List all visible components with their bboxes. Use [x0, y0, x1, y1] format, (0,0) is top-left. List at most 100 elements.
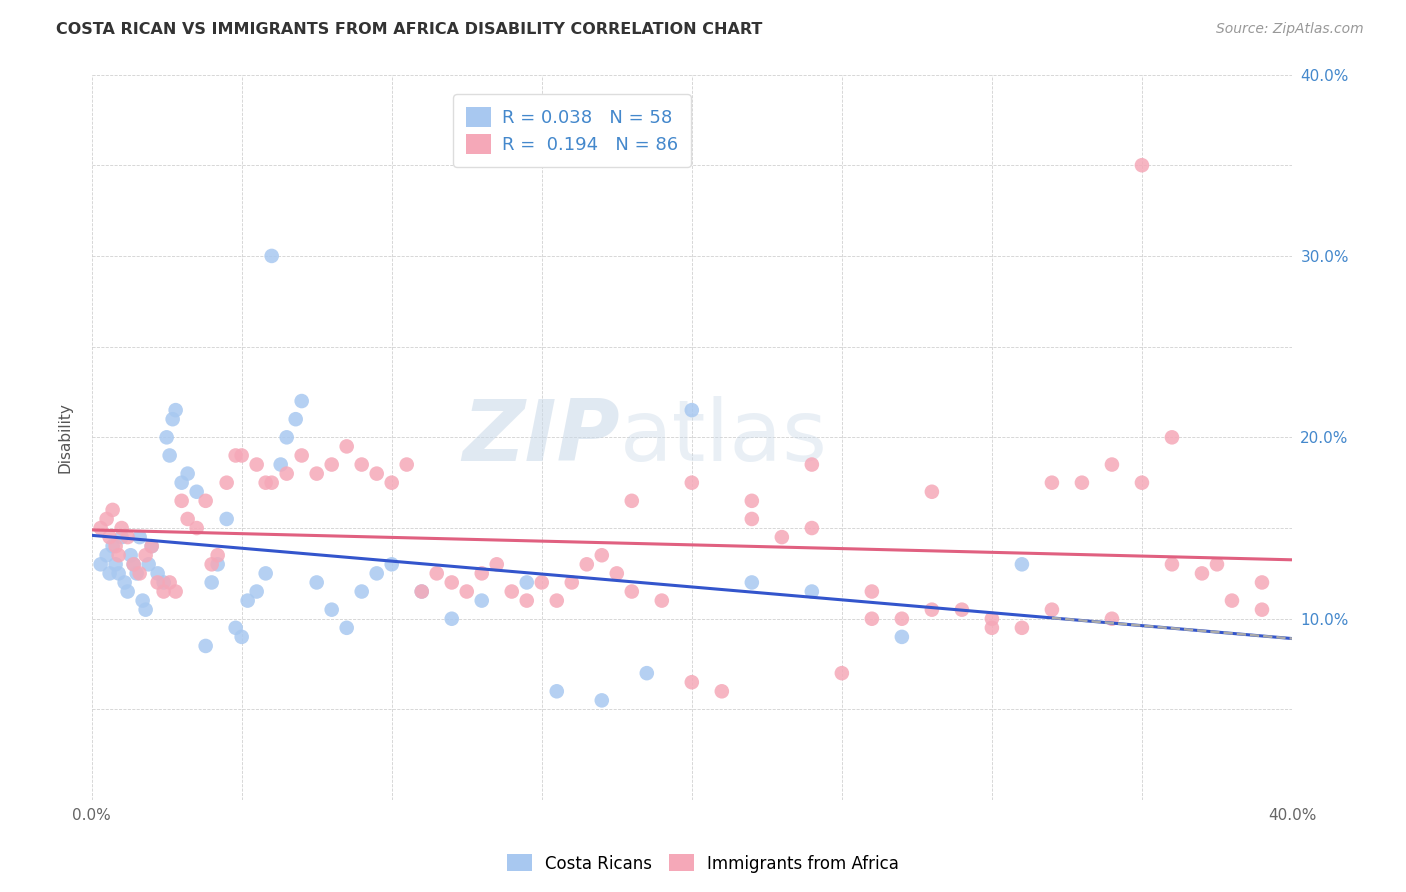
Point	[231, 630, 253, 644]
Point	[276, 467, 298, 481]
Point	[215, 512, 238, 526]
Point	[260, 475, 283, 490]
Point	[104, 558, 127, 572]
Point	[125, 566, 148, 581]
Point	[131, 593, 153, 607]
Point	[1101, 612, 1123, 626]
Point	[201, 558, 224, 572]
Point	[270, 458, 292, 472]
Point	[128, 566, 150, 581]
Point	[1071, 475, 1094, 490]
Point	[381, 558, 404, 572]
Point	[98, 530, 121, 544]
Point	[246, 458, 269, 472]
Point	[411, 584, 433, 599]
Point	[546, 684, 568, 698]
Point	[146, 566, 169, 581]
Point	[591, 548, 613, 562]
Point	[575, 558, 598, 572]
Point	[104, 539, 127, 553]
Point	[471, 593, 494, 607]
Point	[146, 575, 169, 590]
Point	[284, 412, 307, 426]
Point	[225, 621, 247, 635]
Point	[546, 593, 568, 607]
Point	[135, 548, 157, 562]
Point	[291, 394, 314, 409]
Point	[141, 539, 163, 553]
Point	[117, 584, 139, 599]
Point	[681, 675, 703, 690]
Point	[107, 566, 129, 581]
Point	[485, 558, 508, 572]
Text: ZIP: ZIP	[463, 396, 620, 479]
Point	[1040, 475, 1063, 490]
Point	[636, 666, 658, 681]
Point	[291, 449, 314, 463]
Point	[101, 503, 124, 517]
Point	[681, 475, 703, 490]
Point	[890, 630, 912, 644]
Point	[561, 575, 583, 590]
Point	[170, 493, 193, 508]
Point	[1206, 558, 1229, 572]
Point	[260, 249, 283, 263]
Point	[122, 558, 145, 572]
Point	[980, 612, 1002, 626]
Point	[159, 449, 181, 463]
Point	[1161, 430, 1184, 444]
Point	[90, 558, 112, 572]
Point	[186, 484, 208, 499]
Point	[122, 558, 145, 572]
Point	[606, 566, 628, 581]
Point	[1191, 566, 1213, 581]
Point	[176, 467, 198, 481]
Point	[101, 539, 124, 553]
Text: COSTA RICAN VS IMMIGRANTS FROM AFRICA DISABILITY CORRELATION CHART: COSTA RICAN VS IMMIGRANTS FROM AFRICA DI…	[56, 22, 762, 37]
Point	[114, 575, 136, 590]
Point	[194, 493, 217, 508]
Point	[321, 458, 343, 472]
Point	[710, 684, 733, 698]
Point	[395, 458, 418, 472]
Point	[366, 467, 388, 481]
Point	[152, 584, 174, 599]
Point	[152, 575, 174, 590]
Point	[336, 439, 359, 453]
Point	[128, 530, 150, 544]
Point	[186, 521, 208, 535]
Point	[156, 430, 179, 444]
Point	[440, 575, 463, 590]
Point	[921, 602, 943, 616]
Point	[501, 584, 523, 599]
Point	[1130, 475, 1153, 490]
Point	[96, 548, 118, 562]
Legend: Costa Ricans, Immigrants from Africa: Costa Ricans, Immigrants from Africa	[501, 847, 905, 880]
Point	[165, 403, 187, 417]
Point	[860, 584, 883, 599]
Point	[471, 566, 494, 581]
Point	[120, 548, 142, 562]
Point	[321, 602, 343, 616]
Point	[770, 530, 793, 544]
Point	[201, 575, 224, 590]
Point	[1011, 558, 1033, 572]
Point	[530, 575, 553, 590]
Point	[111, 530, 134, 544]
Point	[111, 521, 134, 535]
Point	[411, 584, 433, 599]
Point	[440, 612, 463, 626]
Point	[162, 412, 184, 426]
Point	[165, 584, 187, 599]
Point	[194, 639, 217, 653]
Point	[305, 575, 328, 590]
Y-axis label: Disability: Disability	[58, 402, 72, 473]
Point	[107, 548, 129, 562]
Point	[1040, 602, 1063, 616]
Point	[741, 512, 763, 526]
Point	[207, 548, 229, 562]
Point	[336, 621, 359, 635]
Point	[741, 575, 763, 590]
Point	[159, 575, 181, 590]
Point	[176, 512, 198, 526]
